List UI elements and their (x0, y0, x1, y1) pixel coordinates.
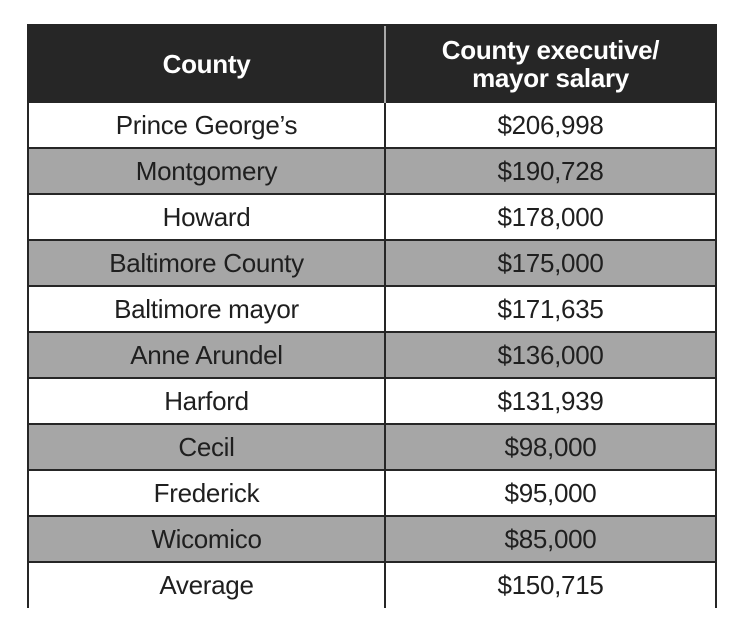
salary-table-frame: County County executive/ mayor salary Pr… (27, 24, 717, 608)
salary-cell: $206,998 (385, 101, 715, 148)
county-cell: Anne Arundel (29, 331, 386, 378)
table-row: Howard $178,000 (29, 193, 715, 240)
average-label-cell: Average (29, 561, 386, 608)
county-cell: Frederick (29, 469, 386, 516)
county-cell: Wicomico (29, 515, 386, 562)
county-cell: Baltimore County (29, 239, 386, 286)
salary-cell: $178,000 (385, 193, 715, 240)
county-cell: Prince George’s (29, 101, 386, 148)
salary-cell: $136,000 (385, 331, 715, 378)
county-cell: Cecil (29, 423, 386, 470)
county-cell: Baltimore mayor (29, 285, 386, 332)
table-row: Wicomico $85,000 (29, 515, 715, 562)
county-cell: Harford (29, 377, 386, 424)
table-row: Cecil $98,000 (29, 423, 715, 470)
salary-cell: $171,635 (385, 285, 715, 332)
average-salary-cell: $150,715 (385, 561, 715, 608)
table-row: Harford $131,939 (29, 377, 715, 424)
salary-header-line-2: mayor salary (472, 62, 629, 93)
table-row: Montgomery $190,728 (29, 147, 715, 194)
table-body: Prince George’s $206,998 Montgomery $190… (29, 101, 715, 608)
table-row: Anne Arundel $136,000 (29, 331, 715, 378)
table-row: Prince George’s $206,998 (29, 101, 715, 148)
salary-cell: $85,000 (385, 515, 715, 562)
county-salary-table: County County executive/ mayor salary Pr… (29, 26, 715, 608)
salary-cell: $190,728 (385, 147, 715, 194)
salary-cell: $95,000 (385, 469, 715, 516)
county-column-header: County (29, 26, 386, 102)
salary-cell: $98,000 (385, 423, 715, 470)
table-header: County County executive/ mayor salary (29, 26, 715, 102)
table-row: Baltimore mayor $171,635 (29, 285, 715, 332)
table-row: Baltimore County $175,000 (29, 239, 715, 286)
county-cell: Montgomery (29, 147, 386, 194)
table-row: Frederick $95,000 (29, 469, 715, 516)
salary-cell: $175,000 (385, 239, 715, 286)
header-row: County County executive/ mayor salary (29, 26, 715, 102)
salary-cell: $131,939 (385, 377, 715, 424)
county-cell: Howard (29, 193, 386, 240)
salary-column-header: County executive/ mayor salary (385, 26, 715, 102)
salary-header-line-1: County executive/ (441, 34, 660, 65)
average-row: Average $150,715 (29, 561, 715, 608)
